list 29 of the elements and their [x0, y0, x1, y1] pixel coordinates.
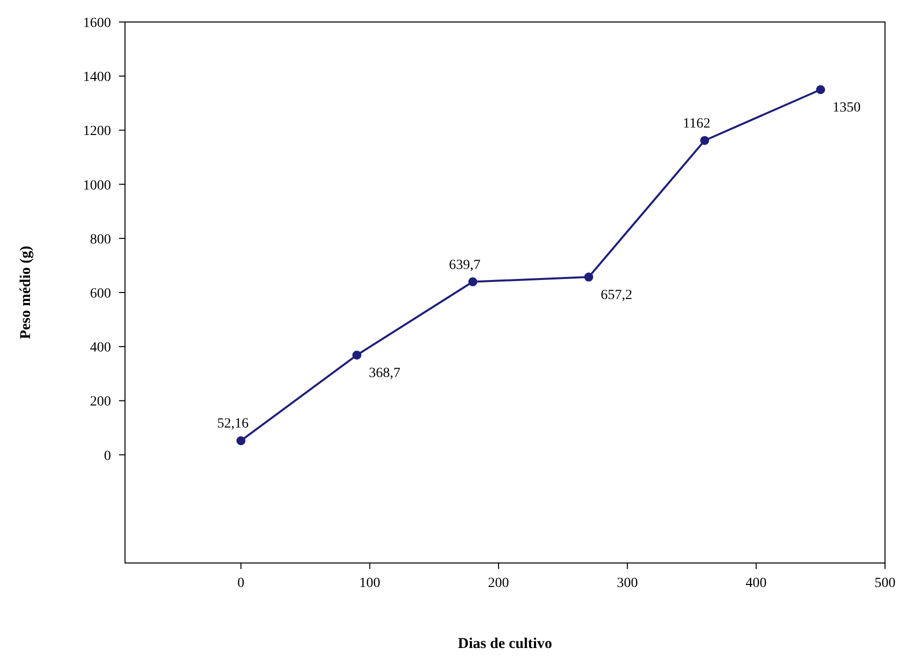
data-label: 368,7 — [368, 366, 400, 382]
point — [236, 436, 246, 446]
data-label: 1350 — [832, 100, 861, 116]
y-tick-label: 800 — [90, 232, 111, 248]
x-tick-label: 0 — [237, 576, 244, 591]
y-tick-label: 1200 — [83, 124, 111, 140]
y-axis-title: Peso médio (g) — [18, 246, 34, 340]
point — [352, 350, 362, 360]
y-tick-label: 1000 — [83, 178, 111, 194]
point — [816, 85, 826, 94]
y-tick-label: 1600 — [83, 16, 111, 31]
x-tick-label: 100 — [359, 576, 380, 591]
data-label: 657,2 — [600, 288, 632, 304]
y-tick-label: 400 — [90, 340, 111, 356]
point — [700, 136, 710, 145]
x-tick-label: 200 — [488, 576, 510, 591]
x-tick-label: 500 — [874, 576, 896, 591]
y-tick-label: 200 — [90, 394, 111, 410]
data-label: 52,16 — [217, 416, 249, 432]
x-axis-title: Dias de cultivo — [458, 636, 552, 652]
point — [584, 272, 594, 282]
y-tick-label: 600 — [90, 286, 111, 302]
y-tick-label: 1400 — [83, 70, 111, 86]
data-label: 1162 — [682, 116, 710, 132]
x-tick-label: 400 — [746, 576, 767, 591]
point — [468, 277, 478, 286]
data-label: 639,7 — [449, 258, 481, 273]
x-tick-label: 300 — [616, 576, 638, 591]
y-tick-label: 0 — [104, 448, 111, 464]
